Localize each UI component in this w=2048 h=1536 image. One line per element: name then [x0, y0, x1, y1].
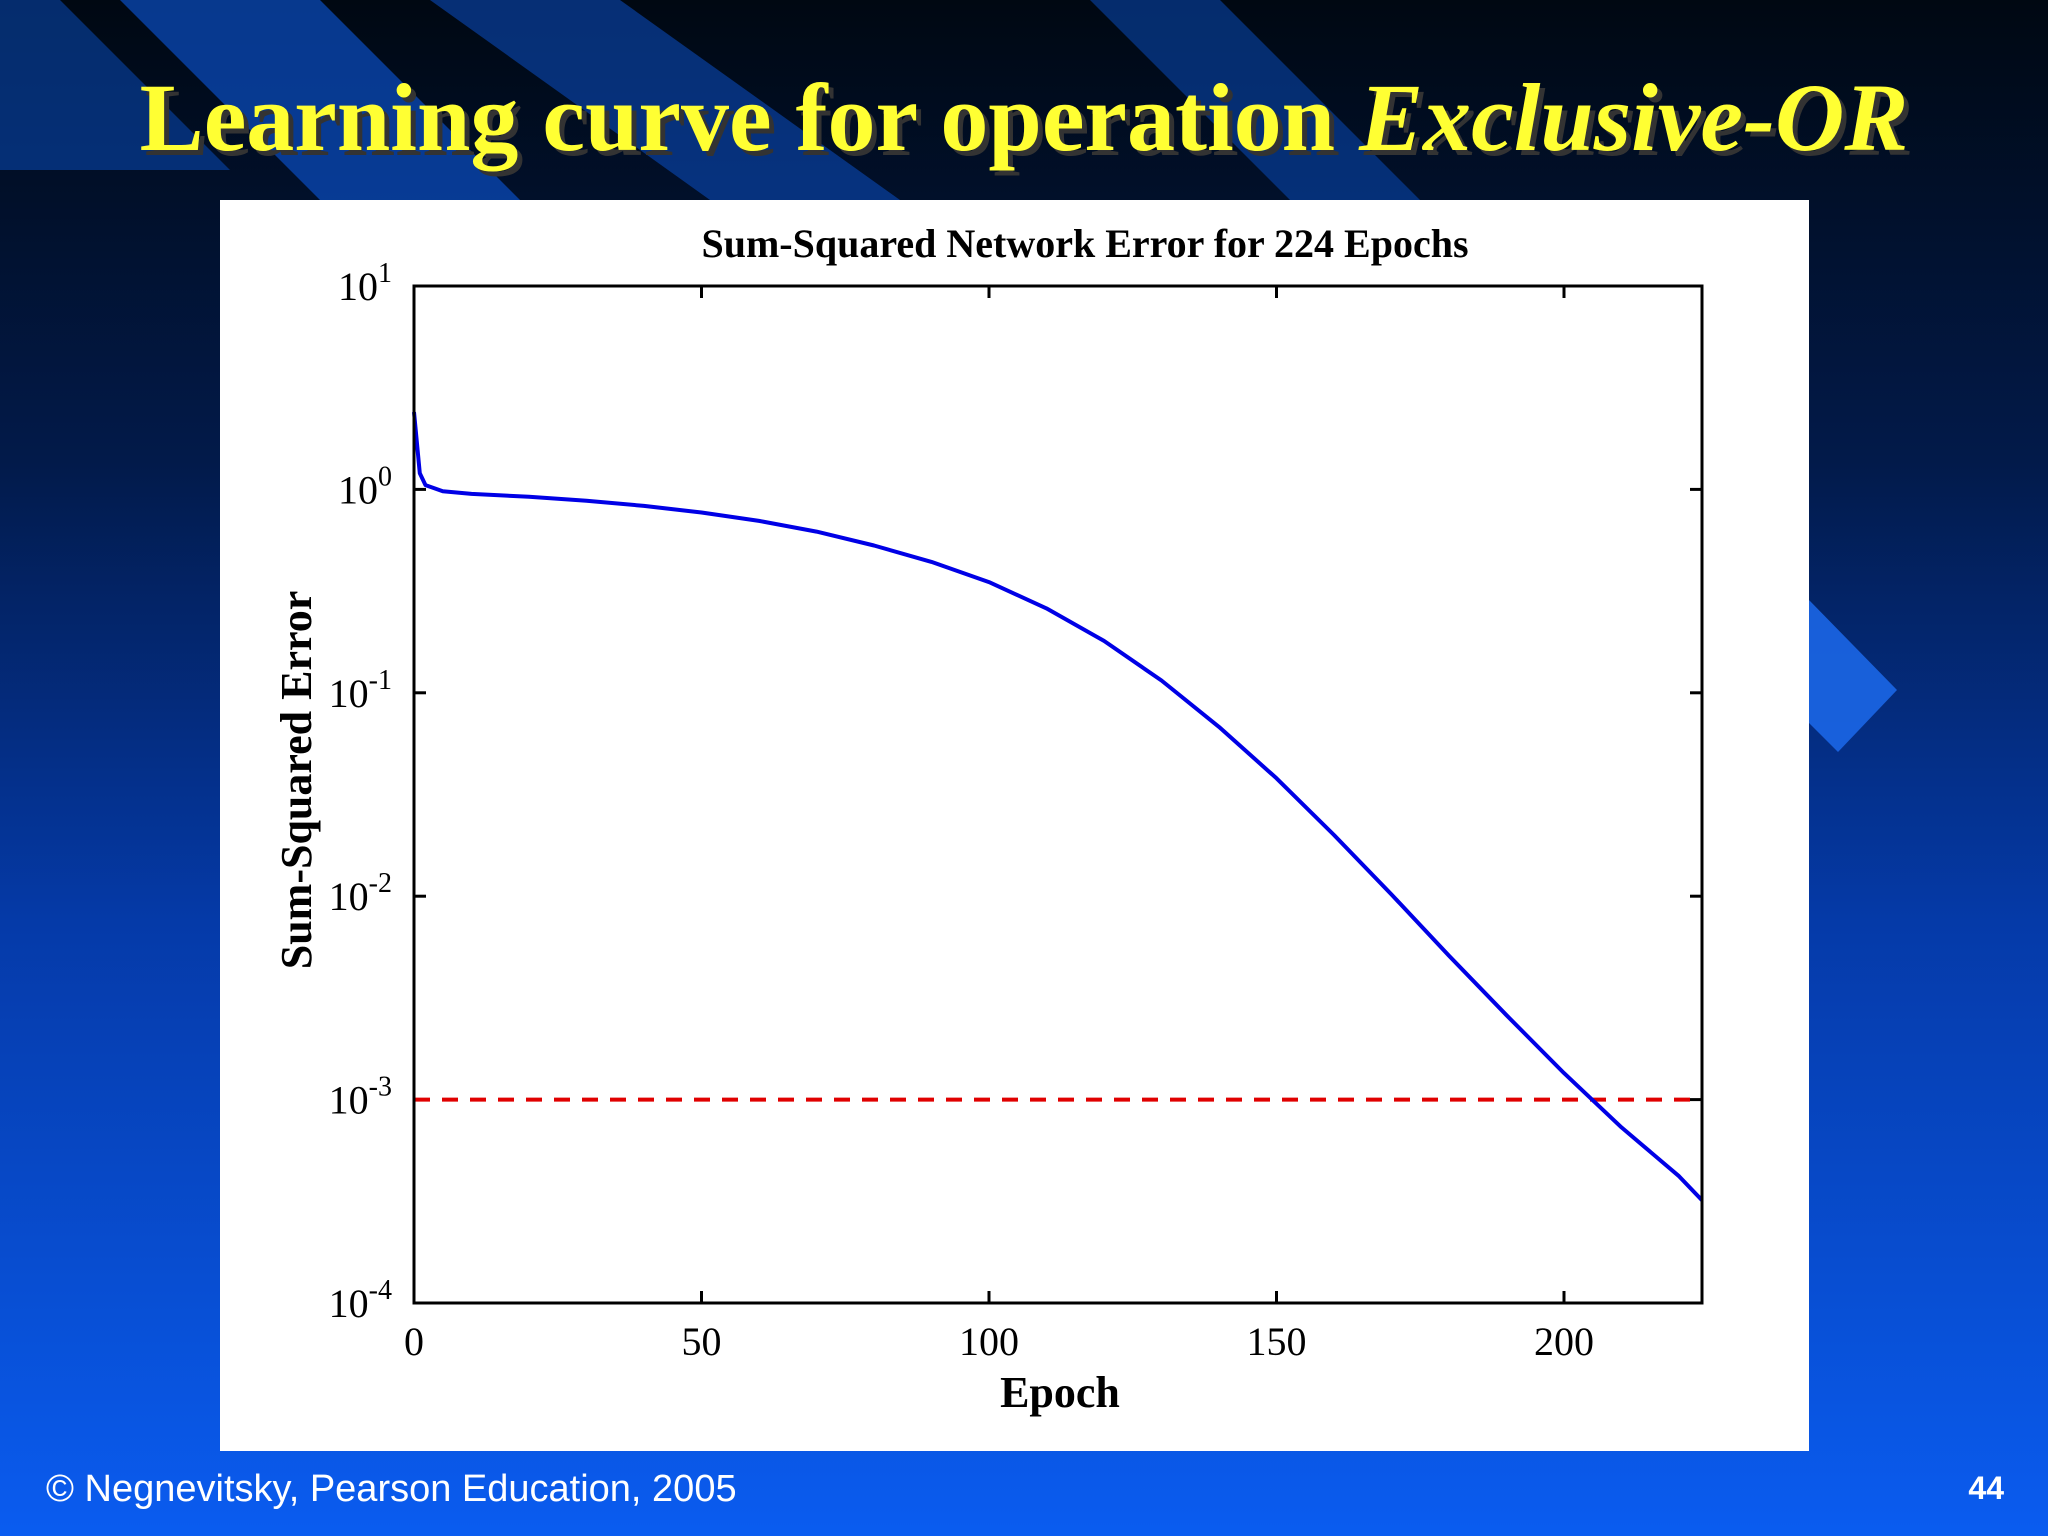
slide-title-main: Learning curve for operation [139, 64, 1360, 171]
x-tick-label: 50 [682, 1319, 722, 1364]
x-tick-label: 0 [404, 1319, 424, 1364]
x-axis-label: Epoch [1000, 1368, 1120, 1417]
slide-title: Learning curve for operation Exclusive-O… [0, 70, 2048, 166]
y-tick-label: 101 [338, 258, 392, 309]
background-stripe [1809, 600, 1897, 752]
footer-copyright: © Negnevitsky, Pearson Education, 2005 [46, 1468, 737, 1510]
background-stripe [430, 0, 900, 200]
background-stripe [0, 0, 230, 170]
y-tick-label: 10-3 [329, 1072, 392, 1123]
chart-title: Sum-Squared Network Error for 224 Epochs [701, 221, 1468, 266]
background-stripe [1090, 0, 1420, 200]
y-tick-label: 10-1 [329, 665, 392, 716]
x-axis-ticks: 0 50 100 150 200 [404, 286, 1594, 1364]
x-tick-label: 200 [1534, 1319, 1594, 1364]
page-number: 44 [1968, 1470, 2004, 1506]
slide-title-emphasis: Exclusive-OR [1359, 64, 1909, 171]
x-tick-label: 150 [1247, 1319, 1307, 1364]
y-tick-label: 10-2 [329, 868, 392, 919]
y-axis-label: Sum-Squared Error [272, 591, 321, 970]
y-tick-label: 10-4 [329, 1275, 392, 1326]
error-curve [412, 411, 1704, 1202]
chart-panel: Sum-Squared Network Error for 224 Epochs… [220, 200, 1809, 1451]
plot-frame [412, 284, 1704, 1305]
y-axis-ticks: 101 100 10-1 10-2 10-3 10-4 [329, 258, 1702, 1326]
y-tick-label: 100 [338, 461, 392, 512]
series-lines [412, 411, 1704, 1202]
learning-curve-chart: Sum-Squared Network Error for 224 Epochs… [272, 221, 1704, 1417]
x-tick-label: 100 [959, 1319, 1019, 1364]
